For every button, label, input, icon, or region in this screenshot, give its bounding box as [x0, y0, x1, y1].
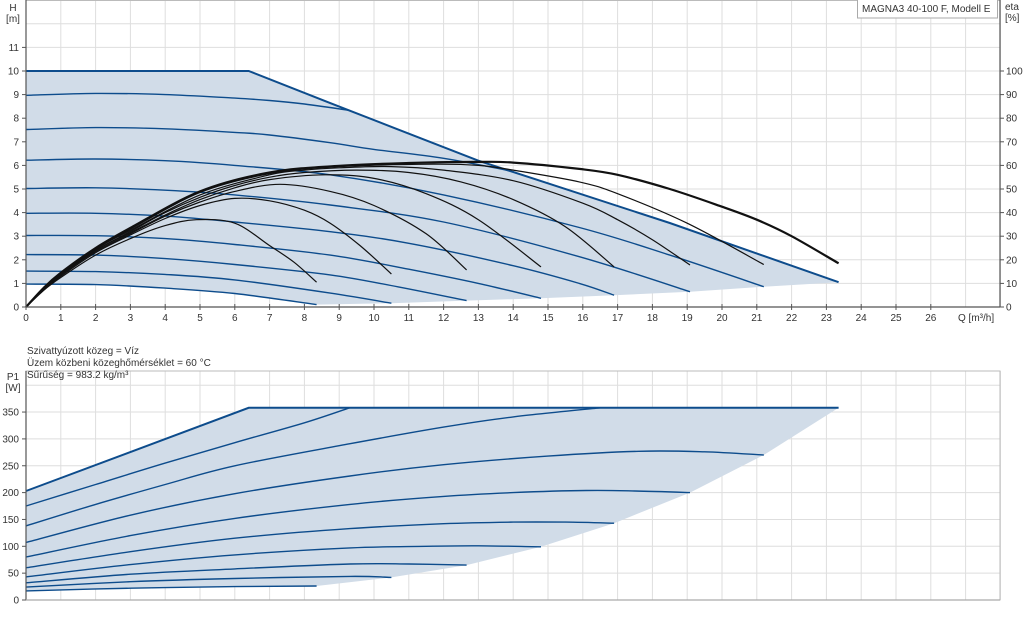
x-tick-label: 16 [577, 313, 589, 324]
y-tick-label: 6 [13, 161, 19, 172]
power-curve [25, 545, 542, 578]
y2-tick-label: 90 [1006, 90, 1018, 101]
medium-info-fluid: Szivattyúzott közeg = Víz [27, 346, 139, 357]
x-tick-label: 25 [890, 313, 902, 324]
x-tick-label: 4 [162, 313, 168, 324]
power-curve [25, 521, 615, 569]
medium-info-temperature: Üzem közbeni közeghőmérséklet = 60 °C [27, 358, 211, 369]
x-tick-label: 0 [23, 313, 29, 324]
power-curve [25, 575, 392, 588]
x-tick-label: 1 [58, 313, 64, 324]
y2-tick-label: 20 [1006, 255, 1018, 266]
power-curve [25, 407, 601, 527]
x-tick-label: 14 [508, 313, 520, 324]
x-tick-label: 9 [336, 313, 342, 324]
x-tick-label: 6 [232, 313, 238, 324]
y-tick-label: 150 [2, 515, 19, 526]
y-tick-label: 0 [13, 596, 19, 607]
efficiency-curve [25, 218, 317, 308]
power-curve [25, 489, 691, 558]
y-axis-label-name: P1 [7, 372, 20, 383]
head-curve [25, 126, 510, 172]
power-curve [25, 585, 317, 592]
x-tick-label: 22 [786, 313, 798, 324]
y2-axis-label-unit: [%] [1005, 13, 1020, 24]
x-tick-label: 26 [925, 313, 937, 324]
y-tick-label: 7 [13, 137, 19, 148]
x-tick-label: 24 [856, 313, 868, 324]
x-tick-label: 8 [302, 313, 308, 324]
x-tick-label: 23 [821, 313, 833, 324]
y-tick-label: 350 [2, 408, 19, 419]
y-tick-label: 4 [13, 208, 19, 219]
y-tick-label: 100 [2, 542, 19, 553]
y-tick-label: 8 [13, 114, 19, 125]
power-curve [25, 407, 350, 507]
x-axis-label: Q [m³/h] [958, 313, 994, 324]
x-tick-label: 20 [716, 313, 728, 324]
x-tick-label: 21 [751, 313, 763, 324]
medium-info-density: Sűrűség = 983.2 kg/m³ [27, 370, 129, 381]
y2-tick-label: 100 [1006, 67, 1023, 78]
head-curve [25, 270, 392, 304]
efficiency-curve [25, 197, 392, 308]
y2-tick-label: 50 [1006, 185, 1018, 196]
x-tick-label: 10 [368, 313, 380, 324]
title-box [857, 0, 998, 19]
y-tick-label: 0 [13, 303, 19, 314]
x-tick-label: 13 [473, 313, 485, 324]
head-curve [26, 70, 839, 284]
power-curve [25, 406, 839, 492]
x-tick-label: 15 [542, 313, 554, 324]
y-tick-label: 2 [13, 255, 19, 266]
y-tick-label: 5 [13, 185, 19, 196]
y-tick-label: 200 [2, 488, 19, 499]
y-tick-label: 3 [13, 232, 19, 243]
head-curve [25, 158, 765, 288]
y2-tick-label: 30 [1006, 232, 1018, 243]
head-efficiency-chart: 0 1 2 3 4 5 6 7 8 9 10 11 12 13 14 15 16 17 18 19 20 21 22 23 24… [6, 0, 1023, 324]
power-chart: 0 50 100 150 200 250 300 350 P1[W] [2, 370, 1001, 607]
y2-tick-label: 60 [1006, 161, 1018, 172]
x-tick-label: 7 [267, 313, 273, 324]
efficiency-curve [25, 160, 840, 308]
operating-range-area [26, 407, 839, 591]
x-tick-label: 3 [128, 313, 134, 324]
head-curve [25, 212, 615, 296]
x-tick-label: 5 [197, 313, 203, 324]
power-curve [25, 450, 764, 544]
y-tick-label: 50 [8, 569, 20, 580]
x-tick-label: 18 [647, 313, 659, 324]
y-axis-label-name: H [9, 3, 16, 14]
y2-tick-label: 80 [1006, 114, 1018, 125]
x-tick-label: 17 [612, 313, 624, 324]
y-tick-label: 9 [13, 90, 19, 101]
efficiency-curve [25, 183, 467, 308]
y-tick-label: 11 [9, 43, 20, 54]
head-curve [25, 187, 691, 293]
head-curve [25, 92, 350, 112]
y2-tick-label: 40 [1006, 208, 1018, 219]
y2-tick-label: 10 [1006, 279, 1018, 290]
y-tick-label: 250 [2, 461, 19, 472]
x-tick-label: 2 [93, 313, 99, 324]
y-tick-label: 10 [8, 67, 20, 78]
power-curve [25, 562, 467, 584]
y2-tick-label: 0 [1006, 303, 1012, 314]
head-curve [25, 234, 542, 299]
y-tick-label: 300 [2, 434, 19, 445]
chart-title: MAGNA3 40-100 F, Modell E [862, 4, 991, 15]
x-tick-label: 19 [682, 313, 694, 324]
y-axis-label-unit: [W] [6, 383, 21, 394]
head-curve [25, 283, 317, 306]
x-tick-label: 12 [438, 313, 450, 324]
operating-range-area [26, 71, 839, 305]
y2-axis-label-name: eta [1005, 2, 1019, 13]
y2-tick-label: 70 [1006, 137, 1018, 148]
x-tick-label: 11 [404, 313, 415, 324]
y-tick-label: 1 [13, 279, 19, 290]
y-axis-label-unit: [m] [6, 14, 20, 25]
